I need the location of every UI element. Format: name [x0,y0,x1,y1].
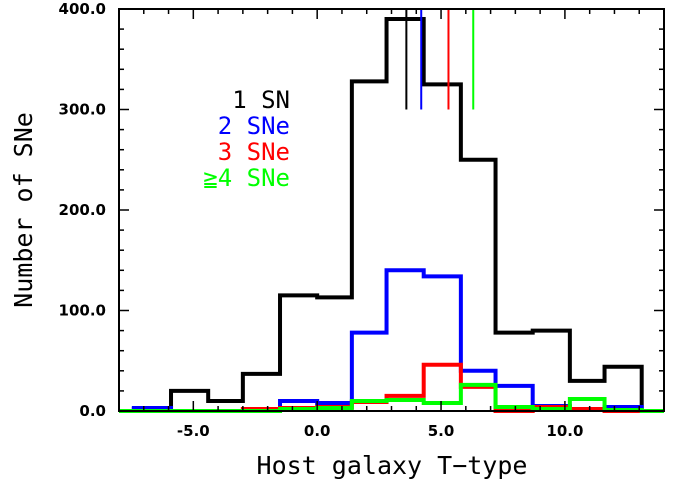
plot-frame [118,8,665,412]
x-axis-title: Host galaxy T−type [257,451,528,480]
x-tick-label: 0.0 [304,422,331,440]
y-tick-label: 400.0 [59,0,106,18]
y-tick-label: 300.0 [59,101,106,119]
legend-entry-1: 1 SN [232,86,290,114]
x-tick-label: 5.0 [428,422,455,440]
legend-entry-2: 2 SNe [218,112,290,140]
histogram-series-3 [119,362,664,413]
x-tick-label: -5.0 [177,422,210,440]
histogram-series-1 [119,17,664,413]
y-tick-label: 200.0 [59,201,106,219]
x-tick-label: 10.0 [546,422,583,440]
legend-entry-3: 3 SNe [218,138,290,166]
y-axis-title: Number of SNe [9,112,38,308]
legend-entry-4: ≧4 SNe [203,164,290,192]
y-tick-label: 0.0 [79,402,106,420]
y-tick-label: 100.0 [59,302,106,320]
